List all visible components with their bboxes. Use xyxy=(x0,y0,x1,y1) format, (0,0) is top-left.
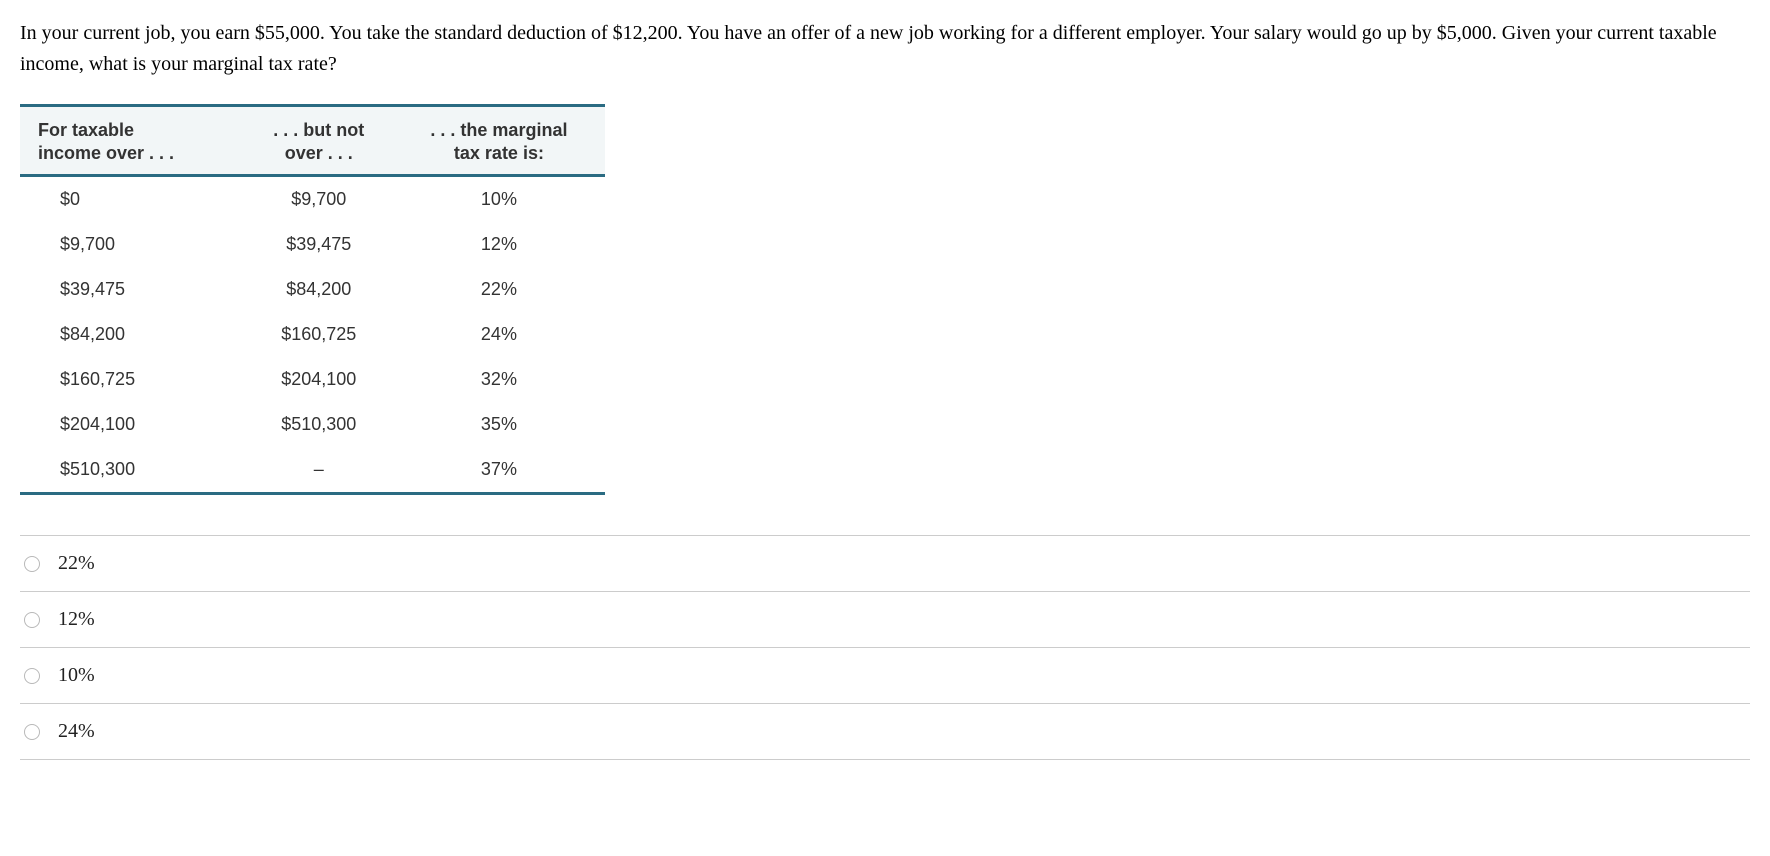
cell-over: $9,700 xyxy=(20,222,245,267)
cell-rate: 35% xyxy=(393,402,605,447)
table-header-rate: . . . the marginal tax rate is: xyxy=(393,107,605,176)
cell-over: $39,475 xyxy=(20,267,245,312)
cell-over: $204,100 xyxy=(20,402,245,447)
cell-notover: $84,200 xyxy=(245,267,393,312)
answer-option[interactable]: 10% xyxy=(20,647,1750,703)
cell-rate: 32% xyxy=(393,357,605,402)
cell-notover: $510,300 xyxy=(245,402,393,447)
question-text: In your current job, you earn $55,000. Y… xyxy=(20,18,1750,80)
answer-option[interactable]: 24% xyxy=(20,703,1750,760)
tax-bracket-table: For taxable income over . . . . . . but … xyxy=(20,104,605,495)
table-header-over: For taxable income over . . . xyxy=(20,107,245,176)
option-label: 24% xyxy=(58,720,95,743)
answer-option[interactable]: 22% xyxy=(20,535,1750,591)
cell-over: $510,300 xyxy=(20,447,245,494)
cell-notover: $39,475 xyxy=(245,222,393,267)
answer-options: 22% 12% 10% 24% xyxy=(20,535,1750,760)
cell-rate: 24% xyxy=(393,312,605,357)
cell-notover: $9,700 xyxy=(245,176,393,223)
cell-rate: 12% xyxy=(393,222,605,267)
cell-rate: 37% xyxy=(393,447,605,494)
table-row: $84,200$160,72524% xyxy=(20,312,605,357)
option-label: 12% xyxy=(58,608,95,631)
cell-notover: $204,100 xyxy=(245,357,393,402)
radio-icon[interactable] xyxy=(24,668,40,684)
table-row: $204,100$510,30035% xyxy=(20,402,605,447)
table-row: $510,300–37% xyxy=(20,447,605,494)
cell-rate: 10% xyxy=(393,176,605,223)
radio-icon[interactable] xyxy=(24,612,40,628)
table-row: $9,700$39,47512% xyxy=(20,222,605,267)
table-header-notover: . . . but not over . . . xyxy=(245,107,393,176)
radio-icon[interactable] xyxy=(24,724,40,740)
option-label: 10% xyxy=(58,664,95,687)
answer-option[interactable]: 12% xyxy=(20,591,1750,647)
table-row: $160,725$204,10032% xyxy=(20,357,605,402)
cell-over: $84,200 xyxy=(20,312,245,357)
table-row: $0$9,70010% xyxy=(20,176,605,223)
radio-icon[interactable] xyxy=(24,556,40,572)
cell-over: $160,725 xyxy=(20,357,245,402)
cell-notover: $160,725 xyxy=(245,312,393,357)
table-row: $39,475$84,20022% xyxy=(20,267,605,312)
option-label: 22% xyxy=(58,552,95,575)
cell-rate: 22% xyxy=(393,267,605,312)
cell-over: $0 xyxy=(20,176,245,223)
cell-notover: – xyxy=(245,447,393,494)
